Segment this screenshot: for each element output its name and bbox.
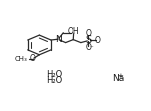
Text: +: + xyxy=(117,73,123,79)
Text: Na: Na xyxy=(112,74,124,83)
Text: O: O xyxy=(30,54,36,63)
Text: H₂O: H₂O xyxy=(46,70,62,79)
Text: S: S xyxy=(85,35,92,46)
Text: O: O xyxy=(85,43,91,52)
Text: N: N xyxy=(55,35,62,44)
Text: ⁻: ⁻ xyxy=(89,46,93,52)
Text: O: O xyxy=(95,36,101,45)
Text: H₂O: H₂O xyxy=(46,76,62,85)
Text: O: O xyxy=(85,29,91,38)
Text: OH: OH xyxy=(68,27,79,36)
Text: CH₃: CH₃ xyxy=(15,56,27,62)
